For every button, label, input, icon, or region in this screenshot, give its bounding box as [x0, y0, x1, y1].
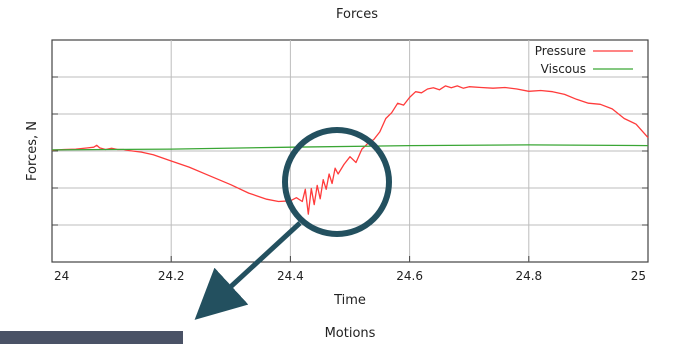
- y-axis-label: Forces, N: [25, 121, 40, 181]
- zoom-annotation: [194, 127, 392, 320]
- series-lines: [51, 85, 649, 215]
- highlight-circle: [282, 127, 392, 237]
- x-tick-label: 24.6: [396, 269, 423, 283]
- x-tick-label: 24.8: [515, 269, 542, 283]
- x-axis-label: Time: [333, 293, 366, 308]
- x-tick-label: 24.4: [277, 269, 304, 283]
- annotation-arrow: [194, 221, 302, 320]
- x-tick-label: 24: [54, 269, 69, 283]
- series-line-pressure: [51, 85, 649, 215]
- x-ticks: 24 24.2 24.4 24.6 24.8 25: [51, 256, 649, 283]
- legend: Pressure Viscous: [535, 44, 633, 76]
- x-tick-label: 25: [631, 269, 646, 283]
- legend-label-pressure: Pressure: [535, 44, 586, 58]
- x-tick-label: 24.2: [158, 269, 185, 283]
- chart-title: Forces: [336, 7, 378, 22]
- grid: [52, 40, 648, 262]
- legend-label-viscous: Viscous: [541, 62, 586, 76]
- series-line-viscous: [51, 144, 649, 151]
- next-chart-title: Motions: [325, 326, 376, 341]
- bottom-panel-strip: [0, 331, 183, 344]
